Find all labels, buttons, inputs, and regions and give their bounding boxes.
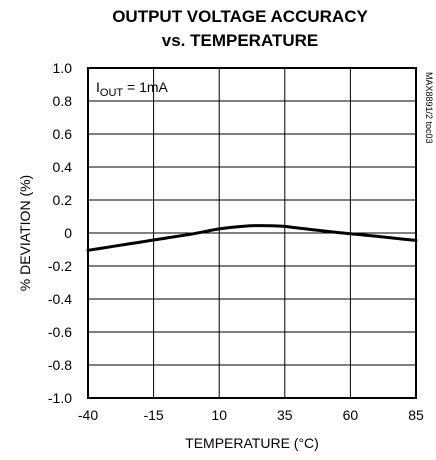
x-axis-label: TEMPERATURE (°C) (185, 435, 319, 451)
y-tick-label: 1.0 (53, 60, 73, 76)
plot-frame (87, 67, 417, 399)
x-tick-label: 60 (343, 407, 359, 423)
y-tick-label: 0.2 (53, 192, 73, 208)
annotation-subscript: OUT (100, 87, 124, 99)
grid (87, 67, 417, 399)
x-tick-label: 35 (277, 407, 293, 423)
y-tick-label: 0.4 (53, 159, 73, 175)
annotation-iout: IOUT = 1mA (96, 79, 169, 99)
figure-id: MAX8891/2 toc03 (424, 72, 434, 144)
annotation-prefix: I (96, 79, 100, 95)
y-tick-label: -0.4 (48, 291, 72, 307)
y-tick-label: -0.6 (48, 324, 72, 340)
y-tick-label: -0.2 (48, 258, 72, 274)
annotation-suffix: = 1mA (123, 79, 168, 95)
y-tick-label: 0.8 (53, 93, 73, 109)
x-tick-label: -40 (78, 407, 98, 423)
y-tick-label: 0 (64, 225, 72, 241)
x-tick-label: -15 (143, 407, 163, 423)
y-tick-label: -1.0 (48, 390, 72, 406)
series-line (86, 224, 418, 252)
chart-title-line1: OUTPUT VOLTAGE ACCURACY (112, 7, 368, 26)
y-tick-label: -0.8 (48, 357, 72, 373)
x-tick-label: 10 (211, 407, 227, 423)
y-tick-label: 0.6 (53, 126, 73, 142)
chart-title-line2: vs. TEMPERATURE (162, 31, 319, 50)
y-axis-label: % DEVIATION (%) (17, 175, 33, 291)
y-tick-labels: 1.0 0.8 0.6 0.4 0.2 0 -0.2 -0.4 -0.6 -0.8 -1.0 (48, 60, 72, 406)
x-tick-labels: -40 -15 10 35 60 85 (78, 407, 424, 423)
x-tick-label: 85 (408, 407, 424, 423)
